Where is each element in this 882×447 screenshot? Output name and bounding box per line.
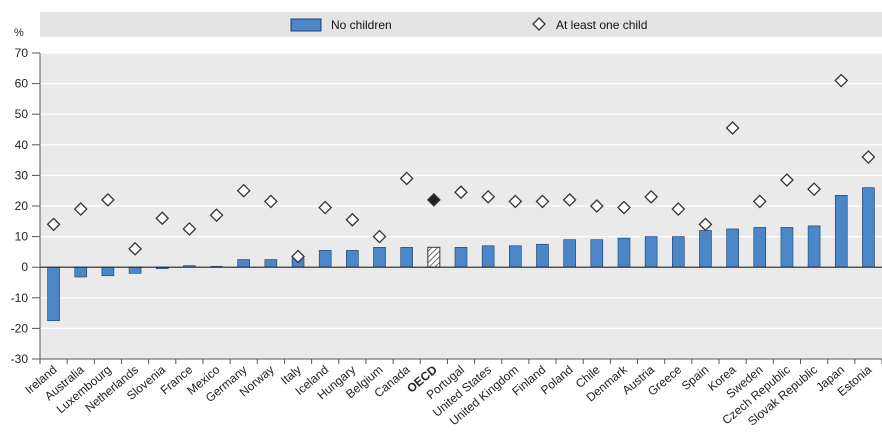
bar-poland bbox=[563, 239, 576, 268]
bar-ireland bbox=[47, 266, 60, 322]
y-tick-label: -20 bbox=[11, 321, 29, 335]
bar-portugal bbox=[454, 247, 468, 268]
marker-sweden bbox=[752, 194, 767, 209]
bar-slovak-republic bbox=[807, 225, 821, 268]
marker-belgium bbox=[372, 229, 387, 244]
bar-finland bbox=[536, 243, 549, 268]
y-tick-label: -10 bbox=[11, 291, 29, 305]
marker-mexico bbox=[209, 208, 224, 223]
category-label: Spain bbox=[679, 363, 712, 393]
marker-italy bbox=[291, 249, 305, 264]
marker-slovak-republic bbox=[807, 182, 822, 197]
bar-hungary bbox=[346, 250, 359, 268]
marker-czech-republic bbox=[780, 173, 794, 187]
marker-chile bbox=[589, 199, 604, 213]
y-tick-label: -30 bbox=[11, 352, 29, 366]
bar-estonia bbox=[862, 187, 875, 268]
marker-luxembourg bbox=[100, 192, 115, 207]
marker-korea bbox=[725, 121, 740, 135]
bar-netherlands bbox=[128, 266, 142, 274]
marker-hungary bbox=[345, 212, 360, 227]
bar-belgium bbox=[373, 247, 386, 268]
marker-denmark bbox=[617, 200, 631, 215]
bar-germany bbox=[237, 259, 251, 268]
bar-luxembourg bbox=[101, 266, 115, 277]
y-tick-label: 60 bbox=[15, 77, 29, 91]
marker-greece bbox=[671, 202, 686, 216]
bar-united-kingdom bbox=[509, 245, 522, 268]
bar-united-states bbox=[481, 245, 495, 268]
marker-spain bbox=[698, 217, 713, 232]
y-tick-label: 30 bbox=[15, 168, 29, 182]
marker-japan bbox=[834, 73, 849, 88]
bar-norway bbox=[264, 259, 278, 268]
bar-sweden bbox=[753, 227, 767, 268]
bar-japan bbox=[834, 194, 848, 268]
bar-greece bbox=[671, 236, 685, 268]
bar-spain bbox=[699, 230, 712, 268]
legend-bar-swatch bbox=[290, 18, 322, 32]
bar-austria bbox=[644, 236, 658, 268]
marker-poland bbox=[562, 192, 577, 207]
marker-austria bbox=[644, 189, 659, 204]
legend-label-no-children: No children bbox=[331, 18, 392, 32]
y-axis-unit: % bbox=[14, 27, 24, 39]
y-tick-label: 0 bbox=[21, 260, 28, 274]
x-axis-labels: IrelandAustraliaLuxembourgNetherlandsSlo… bbox=[22, 362, 874, 429]
gridlines bbox=[40, 52, 882, 360]
y-tick-label: 70 bbox=[15, 46, 29, 60]
legend-background bbox=[40, 12, 882, 37]
marker-canada bbox=[399, 171, 414, 186]
bar-canada bbox=[400, 247, 413, 268]
legend-label-at-least-one-child: At least one child bbox=[556, 18, 647, 32]
marker-france bbox=[182, 222, 197, 236]
legend-diamond-icon bbox=[532, 17, 546, 31]
y-tick-label: 50 bbox=[15, 107, 29, 121]
bar-korea bbox=[726, 228, 739, 268]
marker-portugal bbox=[454, 185, 468, 200]
marker-netherlands bbox=[128, 241, 142, 256]
marker-oecd bbox=[426, 192, 441, 207]
marker-estonia bbox=[861, 150, 876, 164]
y-tick-label: 20 bbox=[15, 199, 29, 213]
bar-denmark bbox=[617, 237, 631, 268]
bar-iceland bbox=[318, 250, 332, 268]
marker-ireland bbox=[46, 217, 61, 232]
marker-united-kingdom bbox=[508, 194, 523, 209]
x-axis-ticks bbox=[39, 358, 882, 364]
bar-australia bbox=[74, 266, 88, 278]
marker-australia bbox=[73, 202, 88, 216]
legend: No children At least one child bbox=[40, 12, 882, 37]
y-tick-label: 40 bbox=[15, 138, 29, 152]
bar-series bbox=[40, 187, 882, 322]
bar-czech-republic bbox=[780, 227, 794, 268]
marker-finland bbox=[535, 194, 550, 209]
marker-united-states bbox=[481, 189, 496, 204]
bar-chile bbox=[590, 239, 604, 268]
marker-series bbox=[46, 73, 876, 264]
marker-iceland bbox=[318, 200, 333, 215]
bar-oecd bbox=[427, 246, 441, 268]
marker-germany bbox=[236, 183, 251, 198]
y-axis: -30 -20 -10 0 10 20 30 40 50 60 70 bbox=[11, 46, 41, 366]
marker-slovenia bbox=[155, 211, 170, 226]
marker-norway bbox=[263, 194, 278, 209]
y-tick-label: 10 bbox=[15, 230, 29, 244]
